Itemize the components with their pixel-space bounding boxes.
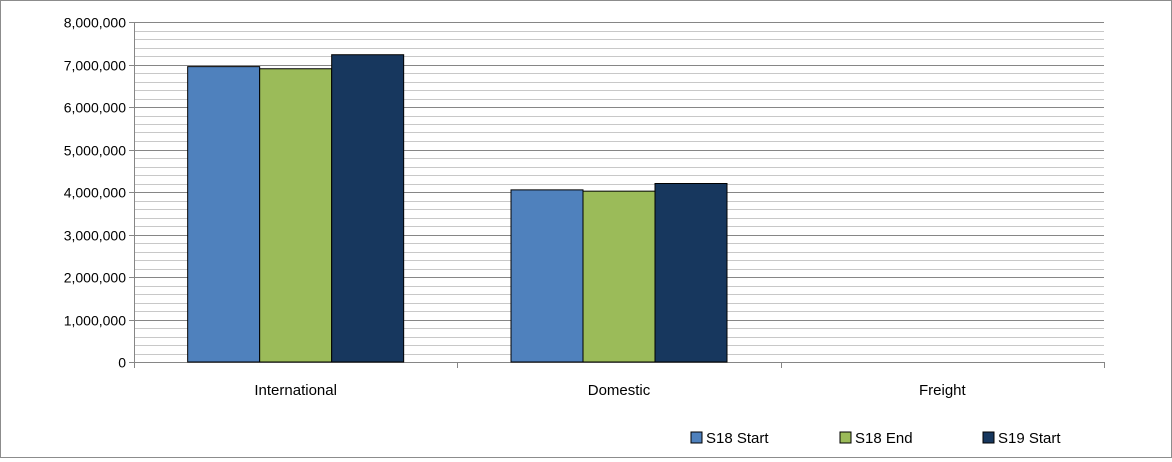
y-axis-tick-label: 8,000,000 — [64, 15, 126, 31]
bar-international-s18-start — [187, 66, 261, 363]
bar-domestic-s18-start — [510, 189, 584, 363]
x-axis-tick-label: International — [254, 382, 337, 399]
legend-label: S18 End — [855, 430, 913, 447]
bars — [187, 54, 728, 363]
y-axis-tick-label: 1,000,000 — [64, 313, 126, 329]
y-axis-tick-label: 2,000,000 — [64, 270, 126, 286]
x-axis-tick-label: Freight — [919, 382, 967, 399]
y-axis-tick-label: 7,000,000 — [64, 58, 126, 74]
bar-domestic-s19-start — [654, 183, 728, 363]
legend-label: S18 Start — [706, 430, 769, 447]
x-axis-tick-label: Domestic — [588, 382, 651, 399]
legend-swatch — [982, 431, 995, 444]
bar-domestic-s18-end — [582, 190, 656, 363]
legend-swatch — [690, 431, 703, 444]
bar-international-s18-end — [259, 68, 333, 363]
y-axis-tick-label: 5,000,000 — [64, 143, 126, 159]
y-axis-tick-label: 0 — [118, 355, 126, 371]
y-axis-tick-label: 3,000,000 — [64, 228, 126, 244]
legend: S18 Start S18 End S19 Start — [690, 430, 1061, 447]
x-axis-tick-labels: International Domestic Freight — [254, 382, 966, 399]
legend-label: S19 Start — [998, 430, 1061, 447]
y-axis-tick-label: 4,000,000 — [64, 185, 126, 201]
bar-international-s19-start — [331, 54, 405, 363]
y-axis-tick-label: 6,000,000 — [64, 100, 126, 116]
legend-swatch — [839, 431, 852, 444]
legend-item: S19 Start — [982, 430, 1061, 447]
legend-item: S18 Start — [690, 430, 769, 447]
legend-item: S18 End — [839, 430, 913, 447]
y-axis-tick-labels: 0 1,000,000 2,000,000 3,000,000 4,000,000 5,0… — [64, 15, 127, 371]
